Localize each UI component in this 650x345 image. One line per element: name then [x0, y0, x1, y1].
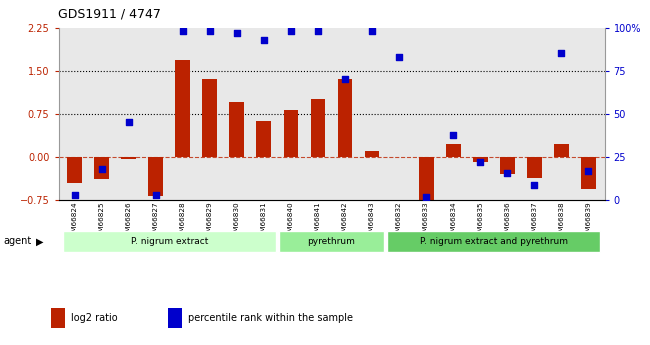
Text: log2 ratio: log2 ratio [72, 313, 118, 323]
Point [394, 54, 404, 60]
Bar [202, 79, 217, 157]
Point [502, 170, 512, 175]
Point [529, 182, 539, 187]
Point [556, 51, 566, 56]
Bar [446, 144, 461, 157]
Bar [473, 157, 488, 161]
Text: P. nigrum extract: P. nigrum extract [131, 237, 208, 246]
Text: P. nigrum extract and pyrethrum: P. nigrum extract and pyrethrum [420, 237, 567, 246]
Bar [51, 308, 65, 328]
Bar [337, 79, 352, 157]
Point [259, 37, 269, 42]
Bar [148, 157, 163, 196]
Bar [68, 157, 82, 183]
Point [286, 28, 296, 34]
Point [340, 77, 350, 82]
Bar [500, 157, 515, 174]
Point [124, 120, 134, 125]
Bar [176, 60, 190, 157]
Bar [311, 99, 326, 157]
Point [583, 168, 593, 174]
Bar [365, 151, 380, 157]
Bar [581, 157, 595, 189]
Text: agent: agent [3, 237, 31, 246]
Bar [279, 230, 384, 253]
Bar [419, 157, 434, 200]
Point [313, 28, 323, 34]
Text: percentile rank within the sample: percentile rank within the sample [188, 313, 353, 323]
Bar [168, 308, 182, 328]
Bar [62, 230, 276, 253]
Point [177, 28, 188, 34]
Bar [229, 102, 244, 157]
Text: ▶: ▶ [36, 237, 44, 246]
Point [97, 166, 107, 172]
Point [475, 159, 486, 165]
Point [151, 192, 161, 198]
Text: GDS1911 / 4747: GDS1911 / 4747 [58, 8, 161, 21]
Point [421, 194, 432, 199]
Bar [526, 157, 541, 178]
Point [231, 30, 242, 36]
Bar [387, 230, 601, 253]
Text: pyrethrum: pyrethrum [307, 237, 356, 246]
Point [205, 28, 215, 34]
Bar [257, 121, 271, 157]
Bar [283, 110, 298, 157]
Point [448, 132, 458, 137]
Bar [122, 157, 136, 159]
Point [70, 192, 80, 198]
Bar [94, 157, 109, 179]
Point [367, 28, 377, 34]
Bar [554, 144, 569, 157]
